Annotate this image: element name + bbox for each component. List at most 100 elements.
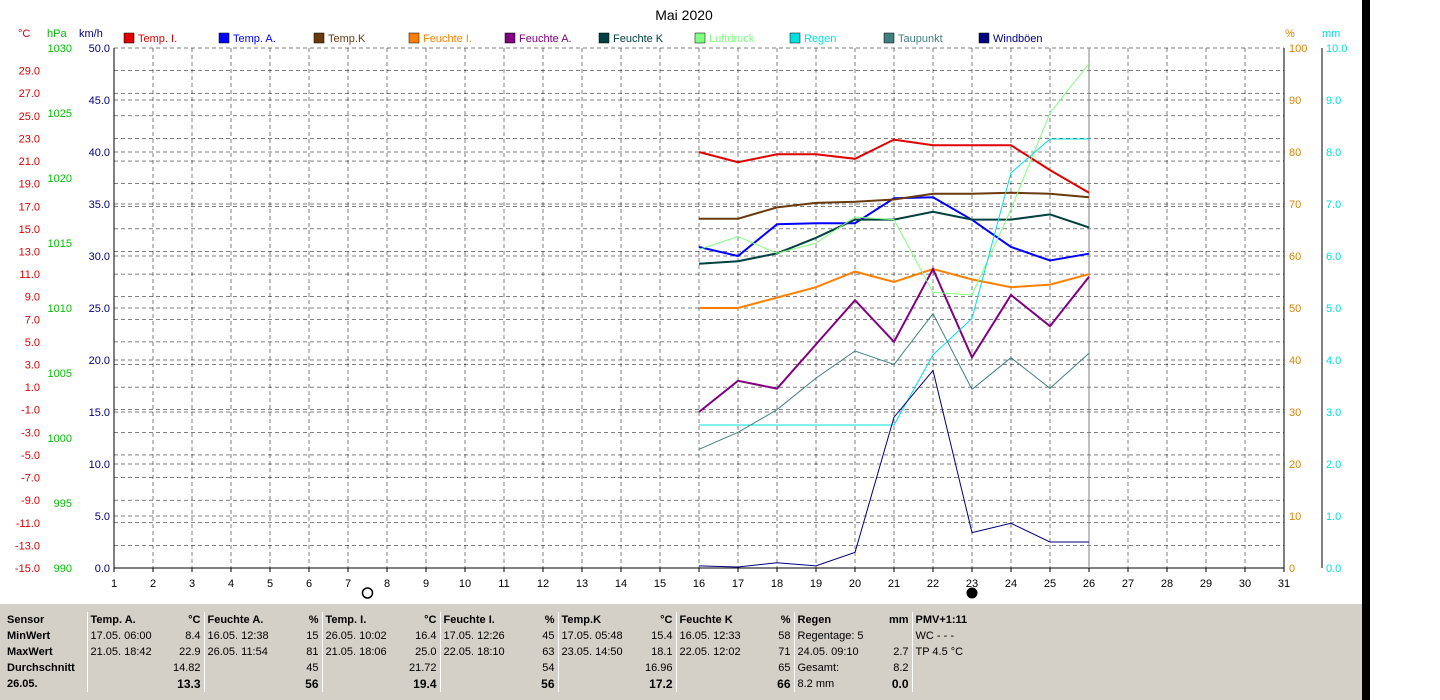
wind-tick-label: 10.0	[89, 459, 110, 471]
humidity-tick-label: 30	[1289, 407, 1301, 419]
rain-total-value: 8.2	[893, 662, 909, 674]
legend-swatch	[504, 32, 516, 44]
legend-swatch	[789, 32, 801, 44]
pmv-wc: WC - - -	[911, 628, 1032, 644]
wind-tick-label: 40.0	[89, 147, 110, 159]
column-unit: %	[308, 614, 319, 626]
rain-tick-label: 4.0	[1326, 355, 1341, 367]
min-value: 15	[306, 630, 319, 642]
pressure-tick-label: 1030	[48, 43, 72, 55]
x-tick-label: 8	[384, 578, 390, 590]
column-header: Temp. A.	[86, 612, 173, 628]
temp-tick-label: -9.0	[21, 495, 40, 507]
pressure-tick-label: 1015	[48, 238, 72, 250]
x-tick-label: 1	[111, 578, 117, 590]
x-tick-label: 16	[693, 578, 705, 590]
humidity-tick-label: 60	[1289, 251, 1301, 263]
temp-tick-label: 29.0	[19, 66, 40, 78]
pressure-tick-label: 990	[54, 563, 72, 575]
day-value: 66	[675, 676, 794, 692]
min-time: 17.05. 06:00	[86, 628, 173, 644]
wind-unit-label: km/h	[79, 28, 103, 40]
row-label-avg: Durchschnitt	[7, 662, 75, 674]
series-line	[698, 369, 1089, 568]
temp-tick-label: 7.0	[25, 314, 40, 326]
x-tick-label: 25	[1044, 578, 1056, 590]
rain-tick-label: 1.0	[1326, 511, 1341, 523]
legend-label: Temp. I.	[138, 33, 177, 45]
pmv-tp: TP 4.5 °C	[911, 644, 1032, 660]
series-line	[699, 191, 1090, 220]
max-value: 71	[778, 646, 791, 658]
min-time: 16.05. 12:38	[203, 628, 291, 644]
legend-label: Feuchte K	[613, 33, 664, 45]
rain-max-time: 24.05. 09:10	[793, 644, 881, 660]
legend-swatch	[694, 32, 706, 44]
stats-row: Sensor Temp. A. °C Feuchte A.% Temp. I. °C Feu…	[4, 612, 1032, 628]
legend-label: Temp.K	[328, 33, 366, 45]
pressure-tick-label: 1005	[48, 368, 72, 380]
empty-cell	[881, 628, 912, 644]
x-tick-label: 18	[771, 578, 783, 590]
temp-tick-label: -11.0	[16, 518, 40, 530]
stats-row: Durchschnitt 14.82 45 21.72 54 16.96 65 Gesamt:…	[4, 660, 1032, 676]
series-line	[698, 138, 1090, 194]
rain-tick-label: 8.0	[1326, 147, 1341, 159]
wind-tick-label: 0.0	[95, 563, 110, 575]
row-label-day: 26.05.	[7, 678, 38, 690]
max-time: 26.05. 11:54	[203, 644, 291, 660]
legend-swatch	[123, 32, 135, 44]
x-tick-label: 9	[423, 578, 429, 590]
legend-swatch	[313, 32, 325, 44]
legend-swatch	[598, 32, 610, 44]
axis-units: °C hPa km/h% mm	[18, 28, 1340, 40]
x-tick-label: 15	[654, 578, 666, 590]
column-header: Feuchte K	[675, 612, 763, 628]
day-value: 56	[203, 676, 322, 692]
wind-tick-label: 25.0	[89, 303, 110, 315]
x-tick-label: 26	[1083, 578, 1095, 590]
legend-label: Luftdruck	[709, 33, 755, 45]
humidity-tick-label: 100	[1289, 43, 1307, 55]
series-line	[699, 138, 1089, 426]
max-value: 63	[542, 646, 555, 658]
full-moon-marker	[361, 587, 374, 599]
column-header: Temp. I.	[321, 612, 409, 628]
avg-value: 14.82	[86, 660, 204, 676]
column-header: Feuchte I.	[439, 612, 527, 628]
x-tick-label: 29	[1200, 578, 1212, 590]
day-value: 56	[439, 676, 558, 692]
x-tick-label: 17	[732, 578, 744, 590]
humidity-tick-label: 20	[1289, 459, 1301, 471]
temp-tick-label: 27.0	[19, 88, 40, 100]
wind-tick-label: 15.0	[89, 407, 110, 419]
avg-value: 45	[203, 660, 322, 676]
temp-tick-label: 5.0	[25, 337, 40, 349]
rain-unit-label: mm	[1322, 28, 1340, 40]
x-tick-label: 5	[267, 578, 273, 590]
day-value: 13.3	[86, 676, 204, 692]
pmv-header: PMV+1:11	[911, 612, 1032, 628]
pressure-tick-label: 1000	[48, 433, 72, 445]
min-value: 45	[542, 630, 555, 642]
stats-row: MinWert 17.05. 06:00 8.4 16.05. 12:38 15 26.0…	[4, 628, 1032, 644]
rain-tick-label: 0.0	[1326, 563, 1341, 575]
column-unit: mm	[888, 614, 909, 626]
series-line	[698, 196, 1090, 262]
min-time: 17.05. 12:26	[439, 628, 527, 644]
wind-tick-label: 20.0	[89, 355, 110, 367]
temp-tick-label: 21.0	[19, 156, 40, 168]
rain-tick-label: 6.0	[1326, 251, 1341, 263]
pressure-tick-label: 1025	[48, 108, 72, 120]
x-tick-label: 23	[966, 578, 978, 590]
x-tick-label: 12	[537, 578, 549, 590]
column-unit: %	[544, 614, 555, 626]
humidity-tick-label: 80	[1289, 147, 1301, 159]
x-tick-label: 22	[927, 578, 939, 590]
avg-value: 21.72	[321, 660, 440, 676]
x-tick-label: 28	[1161, 578, 1173, 590]
temp-tick-label: 17.0	[19, 201, 40, 213]
temp-unit-label: °C	[18, 28, 30, 40]
x-tick-label: 13	[576, 578, 588, 590]
series-line	[698, 266, 1090, 413]
